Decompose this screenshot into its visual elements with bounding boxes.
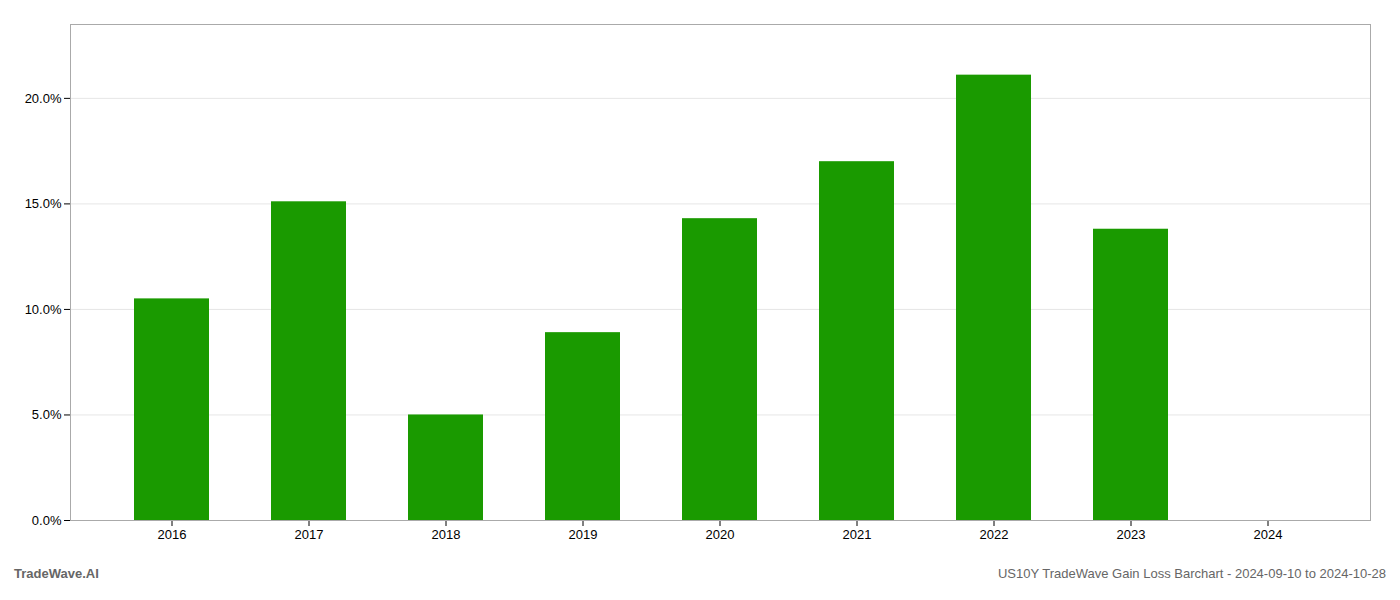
svg-text:2022: 2022: [980, 527, 1009, 542]
svg-text:2021: 2021: [843, 527, 872, 542]
svg-text:2024: 2024: [1254, 527, 1283, 542]
svg-text:2018: 2018: [432, 527, 461, 542]
svg-text:2020: 2020: [706, 527, 735, 542]
svg-text:5.0%: 5.0%: [32, 407, 62, 422]
svg-text:0.0%: 0.0%: [32, 513, 62, 528]
svg-text:2023: 2023: [1117, 527, 1146, 542]
svg-text:2016: 2016: [158, 527, 187, 542]
html-text:TradeWave.AI: TradeWave.AI: [14, 566, 99, 581]
svg-text:10.0%: 10.0%: [25, 302, 62, 317]
html-text:US10Y TradeWave Gain Loss Barc: US10Y TradeWave Gain Loss Barchart - 202…: [997, 566, 1386, 581]
svg-text:2017: 2017: [295, 527, 324, 542]
svg-text:2019: 2019: [569, 527, 598, 542]
svg-text:15.0%: 15.0%: [25, 196, 62, 211]
svg-text:20.0%: 20.0%: [25, 91, 62, 106]
